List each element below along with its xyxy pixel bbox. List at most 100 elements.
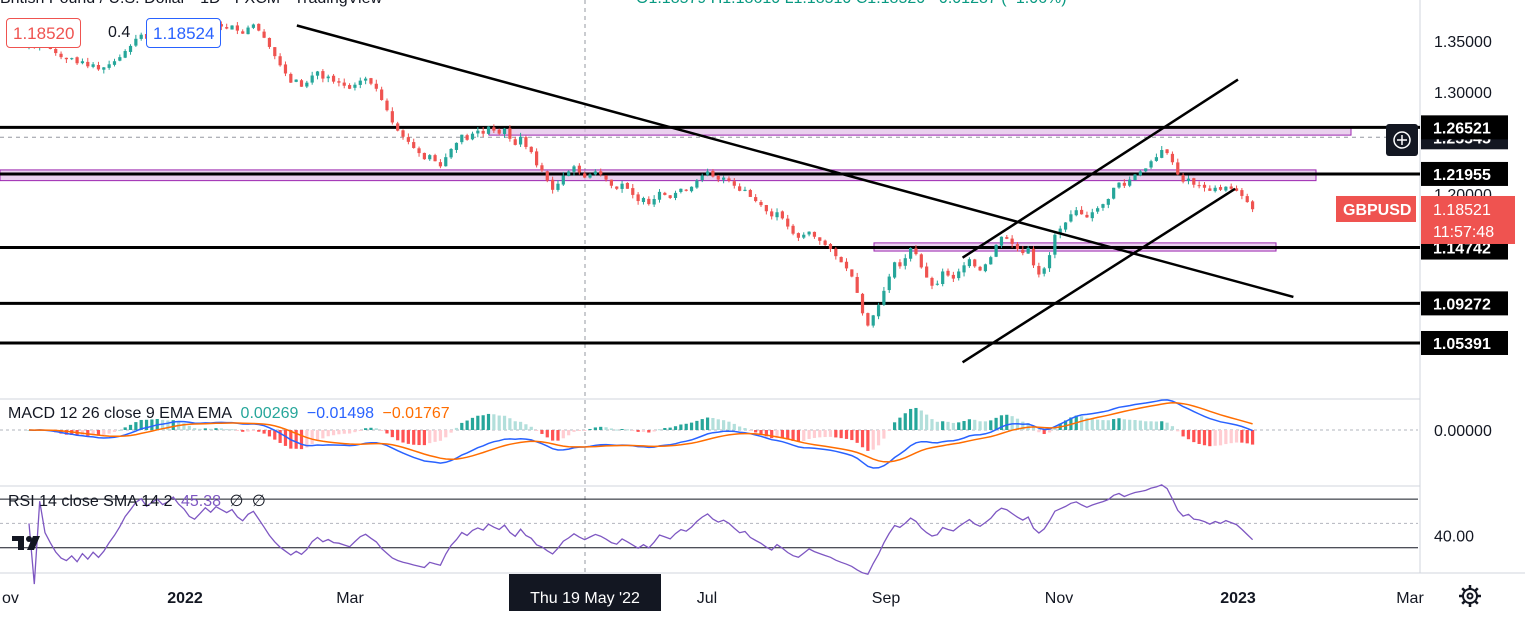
candle-body	[593, 171, 597, 175]
candle-body	[331, 75, 336, 82]
macd-histogram-bar	[850, 430, 854, 441]
candle-body	[492, 127, 496, 131]
candle-body	[444, 157, 448, 167]
buy-price-button[interactable]: 1.18524	[146, 18, 222, 48]
macd-histogram-bar	[978, 421, 982, 430]
candle-body	[834, 248, 838, 257]
macd-histogram-bar	[128, 424, 133, 430]
candle-body	[711, 170, 715, 177]
candle-body	[315, 71, 320, 76]
candle-body	[925, 266, 929, 278]
macd-histogram-bar	[967, 419, 971, 430]
macd-histogram-bar	[1079, 416, 1084, 430]
macd-histogram-bar	[428, 430, 432, 444]
candle-body	[1010, 238, 1014, 244]
macd-histogram-bar	[481, 415, 485, 430]
candle-body	[705, 171, 710, 175]
macd-histogram-bar	[684, 423, 688, 430]
macd-histogram-bar	[780, 430, 784, 439]
candle-body	[502, 128, 507, 135]
candle-body	[572, 166, 576, 172]
tradingview-logo-icon[interactable]	[10, 532, 48, 554]
macd-histogram-bar	[823, 430, 827, 438]
candle-body	[909, 247, 913, 259]
macd-histogram-value: 0.00269	[240, 405, 299, 422]
macd-histogram-bar	[1005, 414, 1009, 430]
macd-legend[interactable]: MACD 12 26 close 9 EMA EMA 0.00269 −0.01…	[8, 405, 454, 423]
macd-histogram-bar	[454, 427, 459, 430]
candle-body	[609, 179, 614, 186]
macd-histogram-bar	[235, 430, 239, 431]
macd-histogram-bar	[518, 421, 523, 430]
macd-histogram-bar	[989, 420, 993, 430]
macd-histogram-bar	[139, 419, 143, 430]
candle-body	[764, 205, 768, 212]
plus-circle-icon[interactable]	[1386, 124, 1418, 156]
candle-body	[1096, 208, 1100, 212]
macd-histogram-bar	[1213, 430, 1217, 446]
candle-body	[818, 237, 822, 241]
macd-histogram-bar	[251, 430, 256, 431]
candle-body	[615, 186, 619, 189]
ohlc-readout: O1.18579 H1.18610 L1.18510 C1.18520 −0.0…	[636, 0, 1067, 8]
macd-histogram-bar	[802, 430, 806, 441]
candle-body	[86, 61, 90, 67]
candle-body	[695, 180, 699, 188]
candle-body	[310, 75, 314, 83]
candle-body	[1197, 185, 1201, 187]
macd-histogram-bar	[107, 430, 111, 434]
candle-body	[962, 265, 966, 273]
candle-body	[305, 82, 309, 87]
macd-histogram-bar	[1218, 430, 1223, 446]
candle-body	[727, 178, 731, 181]
candle-body	[855, 276, 859, 293]
candle-body	[1117, 182, 1121, 188]
rsi-legend[interactable]: RSI 14 close SMA 14 2 45.38 ∅ ∅	[8, 491, 270, 511]
macd-histogram-bar	[705, 417, 710, 430]
macd-histogram-bar	[572, 430, 576, 432]
candle-body	[470, 133, 475, 140]
candle-body	[898, 262, 902, 267]
macd-histogram-bar	[374, 428, 378, 430]
candle-body	[994, 244, 998, 257]
candle-body	[957, 271, 961, 279]
candle-body	[732, 181, 736, 186]
macd-histogram-bar	[786, 430, 790, 440]
candle-body	[1037, 265, 1041, 275]
candle-body	[497, 129, 501, 134]
crosshair-date-label-box	[509, 574, 661, 611]
price-level-label-box	[1421, 291, 1508, 316]
macd-histogram-bar	[470, 417, 475, 430]
macd-histogram-bar	[722, 420, 726, 430]
symbol-label-box	[1336, 195, 1416, 222]
macd-histogram-bar	[647, 430, 651, 433]
candle-body	[860, 293, 865, 314]
macd-signal-value: −0.01767	[382, 405, 450, 422]
macd-histogram-bar	[486, 413, 491, 430]
candle-body	[1133, 174, 1137, 181]
macd-histogram-bar	[935, 421, 939, 430]
macd-histogram-bar	[534, 430, 539, 431]
trendline	[961, 187, 1236, 364]
candle-body	[551, 179, 555, 190]
macd-histogram-bar	[903, 413, 907, 430]
candle-body	[599, 171, 603, 175]
sell-price-button[interactable]: 1.18520	[6, 18, 82, 48]
gear-icon[interactable]	[1458, 584, 1482, 608]
macd-line-value: −0.01498	[306, 405, 375, 422]
candle-body	[636, 194, 640, 202]
macd-histogram-bar	[444, 430, 448, 438]
macd-histogram-bar	[1112, 419, 1116, 430]
macd-histogram-bar	[353, 430, 357, 433]
macd-histogram-bar	[609, 428, 614, 430]
candle-body	[844, 261, 849, 269]
candle-body	[353, 84, 357, 88]
macd-histogram-bar	[497, 415, 501, 430]
candle-body	[1031, 248, 1036, 266]
macd-histogram-bar	[91, 430, 95, 436]
macd-histogram-bar	[1245, 430, 1249, 444]
macd-histogram-bar	[615, 429, 619, 431]
trendline	[296, 24, 1294, 299]
